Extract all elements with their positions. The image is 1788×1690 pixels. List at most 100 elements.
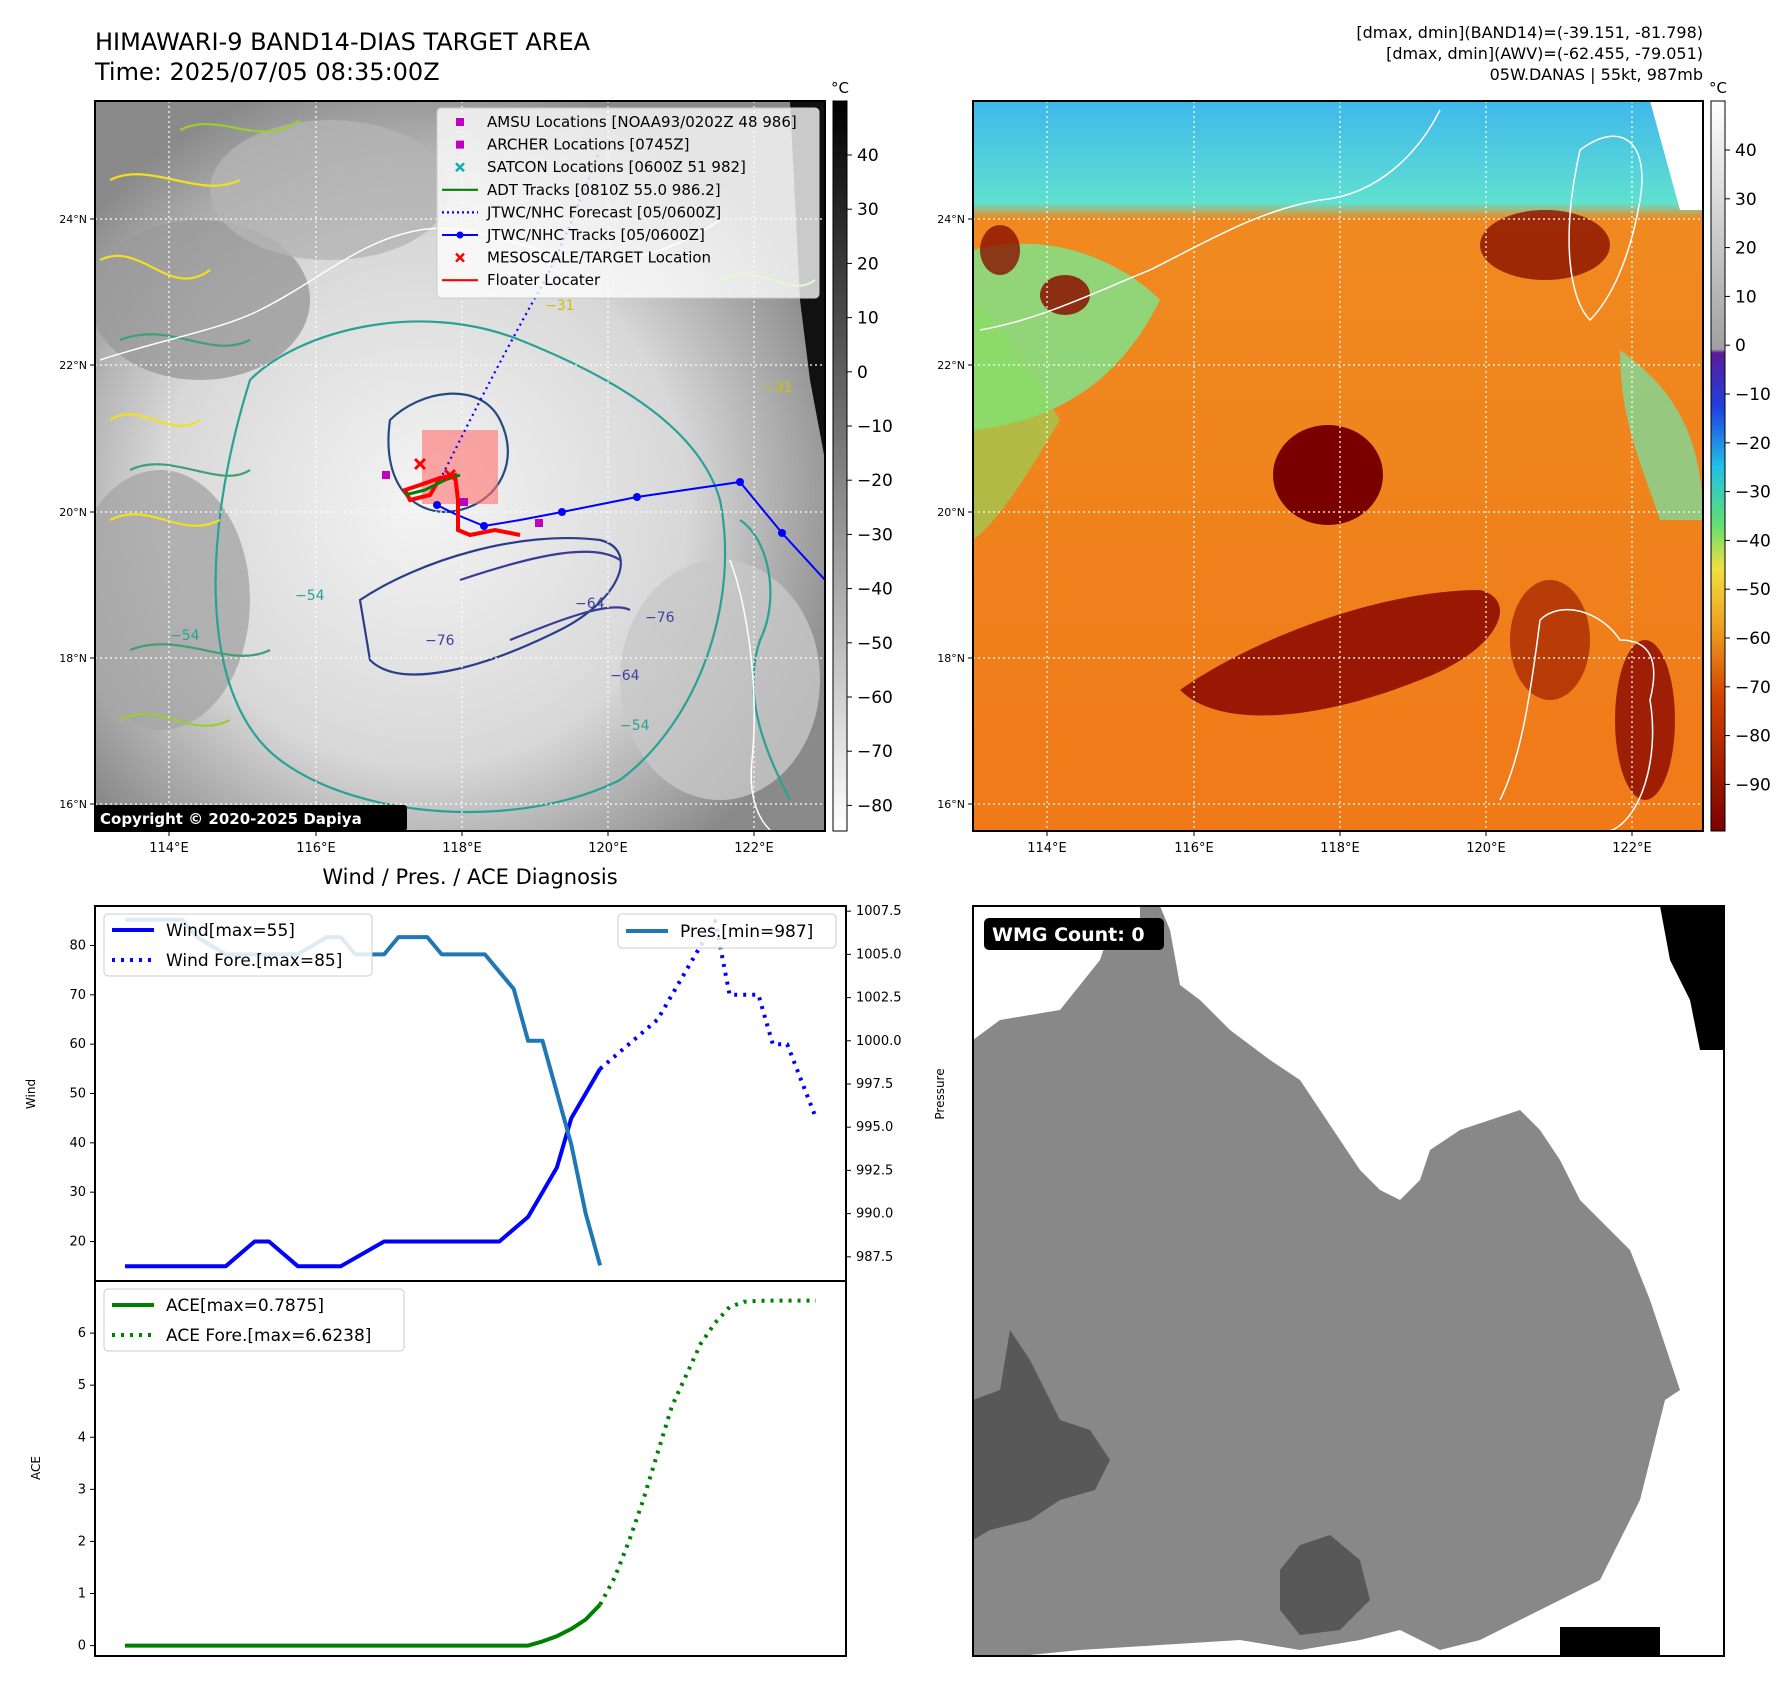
ace-y-tick-label: 2 [78,1534,86,1549]
pressure-y-tick-label: 1007.5 [856,904,902,919]
awv-dark-patch [980,225,1020,275]
awv-colorbar-unit: °C [1709,79,1727,97]
ir-lat-tick-label: 24°N [59,213,87,226]
awv-stats: [dmax, dmin](AWV)=(-62.455, -79.051) [1386,44,1703,63]
ace-series-line [125,1603,602,1648]
contour-label: −76 [425,633,455,649]
ir-legend-label: ARCHER Locations [0745Z] [487,136,690,154]
contour-76 [358,536,622,676]
awv-lat-tick-label: 20°N [937,506,965,519]
pressure-y-tick-label: 987.5 [856,1250,893,1265]
ir-colorbar-tick-label: −10 [857,417,893,437]
ir-lon-tick-label: 120°E [588,841,628,856]
awv-colorbar-tick-label: −90 [1735,775,1771,795]
wind-series-line [125,1067,602,1269]
awv-map-frame [972,100,1704,832]
ir-colorbar-tick-label: 0 [857,363,868,383]
ace-fore-legend-label: ACE Fore.[max=6.6238] [166,1326,371,1346]
ir-legend-label: Floater Locater [487,271,601,289]
ir-legend-label: JTWC/NHC Forecast [05/0600Z] [486,203,721,221]
ace-forecast-series-line [598,1298,816,1606]
ace-y-tick-label: 1 [78,1587,86,1602]
mesoscale-target-markers [413,457,457,482]
contour-64 [459,550,631,642]
copyright-text: Copyright © 2020-2025 Dapiya [100,810,362,828]
awv-colorbar-tick-label: −10 [1735,385,1771,405]
awv-coastline [979,109,1441,331]
awv-lon-tick-label: 118°E [1320,841,1360,856]
pressure-legend: Pres.[min=987] [617,913,837,949]
wind-axis-label: Wind [24,1079,38,1109]
ace-legend-box [103,1288,405,1352]
ace-legend: ACE[max=0.7875] ACE Fore.[max=6.6238] [103,1288,405,1352]
ir-cloud-patch [620,560,820,800]
pressure-legend-box [617,913,837,949]
ir-cloud-patch [95,470,250,730]
ir-colorbar-tick-label: 10 [857,309,879,329]
figure-time: Time: 2025/07/05 08:35:00Z [94,58,440,86]
awv-lon-tick-label: 122°E [1612,841,1652,856]
wind-legend-box [103,913,373,977]
awv-colorbar-tick-label: 0 [1735,336,1746,356]
ir-colorbar-tick-label: −80 [857,796,893,816]
awv-dark-patch [1040,275,1090,315]
wind-y-tick-label: 20 [69,1235,86,1250]
contour-54 [214,320,727,814]
contour-label: −64 [610,668,640,684]
ir-map-frame [94,100,826,832]
contour-label: −31 [763,380,793,396]
awv-colorbar-tick-label: 10 [1735,287,1757,307]
wmg-count-label: WMG Count: 0 [992,924,1145,946]
awv-colorbar-tick-label: −50 [1735,580,1771,600]
pressure-y-tick-label: 995.0 [856,1120,893,1135]
awv-dark-patch [1615,640,1675,800]
awv-colorbar-tick-label: −20 [1735,434,1771,454]
wind-legend-label: Wind[max=55] [166,921,295,941]
ir-cloud-patch [210,120,450,260]
ir-colorbar-tick-label: −20 [857,471,893,491]
ir-legend-marker-dot [456,231,464,239]
wind-y-tick-label: 40 [69,1136,86,1151]
contour-label: −54 [170,628,200,644]
copyright-box [95,805,407,831]
ir-cloud-patch [95,220,310,380]
ir-lon-tick-label: 122°E [734,841,774,856]
ir-legend-label: JTWC/NHC Tracks [05/0600Z] [486,226,705,244]
contour-45 [119,333,271,657]
ir-legend: AMSU Locations [NOAA93/0202Z 48 986] ARCH… [436,107,820,299]
ir-legend-marker [455,162,465,173]
pressure-y-tick-label: 992.5 [856,1163,893,1178]
ir-colorbar-tick-label: 40 [857,146,879,166]
wind-fore-legend-label: Wind Fore.[max=85] [166,951,342,971]
ir-lat-tick-label: 22°N [59,359,87,372]
pressure-y-tick-label: 1005.0 [856,947,902,962]
awv-lon-tick-label: 114°E [1027,841,1067,856]
ir-lat-tick-label: 16°N [59,798,87,811]
awv-coastline-luzon [1499,608,1655,831]
coastline-luzon [729,559,771,831]
awv-colorbar-tick-label: 20 [1735,239,1757,259]
wmg-gray-region [973,906,1680,1656]
awv-lat-tick-label: 24°N [937,213,965,226]
wmg-dark-region [973,1330,1110,1540]
awv-dark-patch [1510,580,1590,700]
awv-lat-tick-label: 16°N [937,798,965,811]
contour-label: −76 [645,610,675,626]
wmg-dark-region [1280,1535,1370,1635]
pressure-axis-label: Pressure [933,1068,947,1119]
contour-31 [99,173,241,527]
wmg-count-box [984,918,1164,950]
contour-label: −31 [545,298,575,314]
pressure-legend-label: Pres.[min=987] [680,922,813,942]
pressure-y-tick-label: 997.5 [856,1077,893,1092]
ir-colorbar-tick-label: −30 [857,525,893,545]
awv-moist-zone [1620,350,1703,520]
ir-lon-tick-label: 118°E [442,841,482,856]
ir-colorbar-tick-label: −50 [857,634,893,654]
ir-legend-marker [456,140,464,149]
awv-colorbar-tick-label: 40 [1735,141,1757,161]
awv-colorbar-tick-label: 30 [1735,190,1757,210]
ir-colorbar-tick-label: −40 [857,580,893,600]
ace-legend-label: ACE[max=0.7875] [166,1296,324,1316]
